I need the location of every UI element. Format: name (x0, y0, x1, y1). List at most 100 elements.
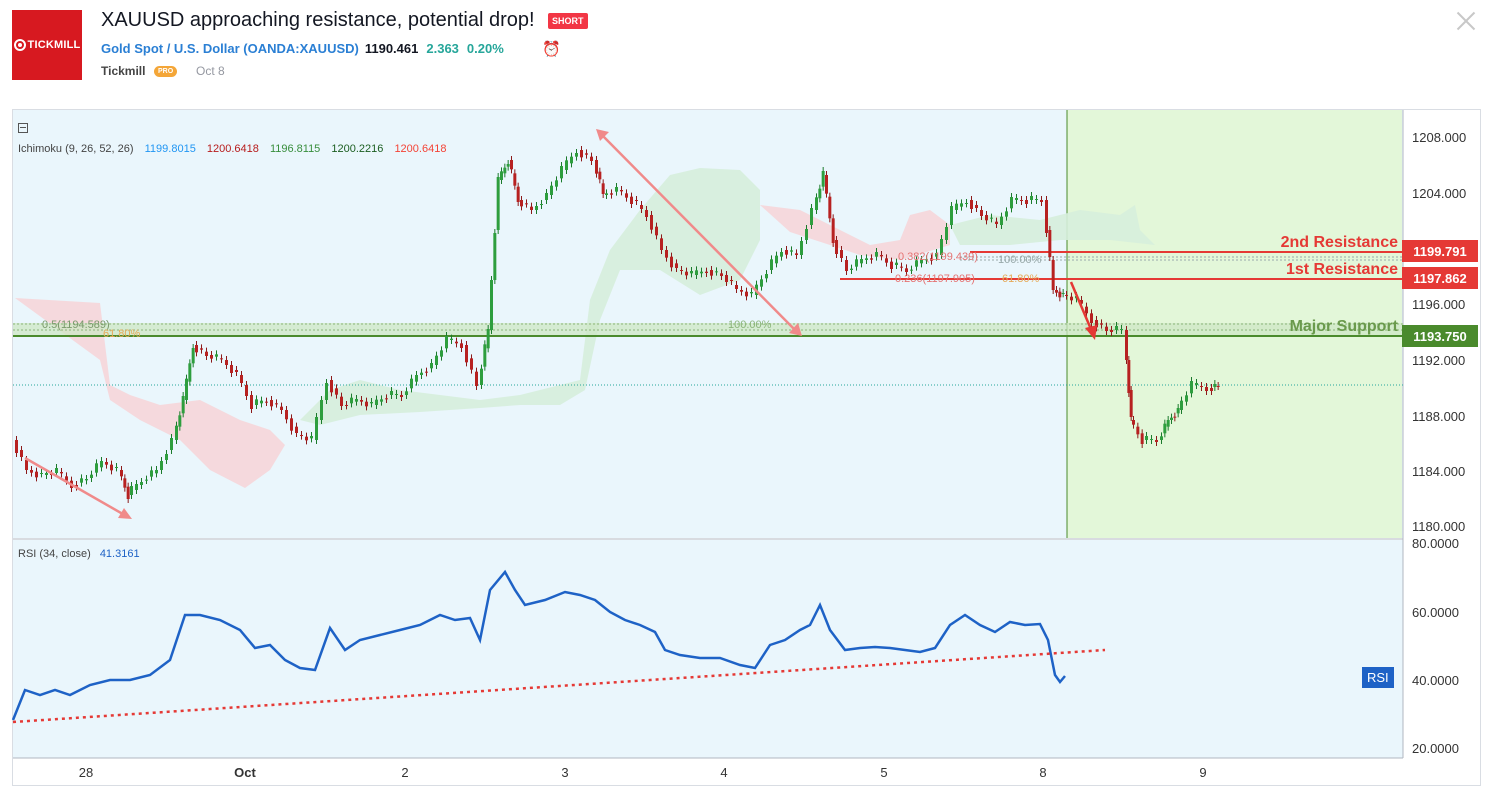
candle-body (195, 345, 198, 353)
candle-body (735, 285, 738, 289)
candle-body (390, 391, 393, 395)
candle-body (615, 187, 618, 192)
major-support-price-tag: 1193.750 (1402, 325, 1478, 347)
candle-body (25, 460, 28, 470)
symbol-open-paren: ( (239, 41, 248, 56)
time-tick-2: 2 (401, 765, 409, 780)
author-link[interactable]: Tickmill (101, 64, 146, 78)
candle-body (85, 479, 88, 481)
candle-body (310, 436, 313, 439)
candle-body (750, 292, 753, 294)
candle-body (960, 203, 963, 207)
candle-body (123, 478, 127, 488)
symbol-code-link[interactable]: OANDA:XAUUSD (247, 41, 355, 56)
chart-frame (12, 109, 1481, 786)
candle-body (835, 240, 838, 254)
candle-body (585, 153, 588, 155)
candle-body (325, 383, 328, 400)
symbol-name-link[interactable]: Gold Spot / U.S. Dollar (101, 41, 240, 56)
candle-body (630, 196, 633, 204)
candle-body (493, 233, 497, 280)
time-tick-oct: Oct (234, 765, 256, 780)
candle-body (650, 215, 653, 230)
candle-body (900, 266, 903, 268)
candle-body (780, 252, 783, 257)
candle-body (645, 210, 648, 217)
candle-body (1150, 439, 1153, 440)
candle-body (565, 160, 568, 170)
candle-body (1100, 323, 1103, 325)
candle-body (935, 253, 938, 257)
price-tick-1204: 1204.000 (1412, 186, 1467, 201)
candle-body (175, 425, 178, 440)
candle-body (1205, 387, 1208, 391)
fib-label-05: 0.5(1194.589) (42, 319, 110, 331)
rsi-tick-80: 80.0000 (1412, 536, 1459, 551)
candle-body (920, 260, 923, 264)
time-tick-28: 28 (78, 765, 94, 780)
ichimoku-value-3: 1196.8115 (269, 143, 321, 155)
candle-body (425, 371, 428, 373)
candle-body (725, 275, 728, 282)
candle-body (215, 354, 218, 357)
candle-body (165, 454, 168, 460)
candle-body (1145, 436, 1148, 440)
candle-body (30, 470, 33, 473)
candle-body (1051, 260, 1055, 290)
candle-body (598, 171, 602, 180)
alarm-clock-icon[interactable]: ⏰ (542, 41, 561, 58)
candle-body (460, 343, 463, 348)
candle-body (640, 205, 643, 209)
candle-body (178, 415, 182, 427)
rsi-trendline (12, 648, 1106, 724)
candle-body (210, 355, 213, 359)
candle-body (625, 193, 628, 198)
candle-body (925, 259, 928, 261)
candle-body (905, 268, 908, 272)
rsi-tick-20: 20.0000 (1412, 741, 1459, 756)
ichimoku-cloud-bearish-2 (760, 205, 950, 260)
candle-body (1176, 408, 1180, 414)
candle-body (65, 476, 68, 481)
candle-body (525, 203, 528, 205)
first-resistance-price-tag: 1197.862 (1402, 267, 1478, 289)
fib-label-100-upper: 100.00% (998, 254, 1042, 266)
candle-body (1195, 383, 1198, 385)
candle-body (1129, 390, 1133, 417)
candle-body (1155, 440, 1158, 442)
major-support-label: Major Support (1289, 318, 1398, 335)
candle-body (1213, 384, 1217, 387)
candle-body (516, 186, 520, 202)
candle-body (1140, 433, 1144, 444)
candle-body (530, 206, 533, 210)
candle-body (800, 241, 803, 255)
candle-body (305, 436, 308, 441)
candle-body (450, 338, 453, 340)
candle-body (1025, 200, 1028, 204)
candle-body (320, 400, 323, 420)
price-change: 2.363 (426, 41, 459, 56)
candle-body (1110, 330, 1113, 332)
candle-body (483, 344, 487, 367)
candle-body (620, 190, 623, 192)
candle-body (1070, 296, 1073, 301)
price-tick-1192: 1192.000 (1412, 353, 1466, 368)
candle-body (680, 270, 683, 271)
candle-body (880, 255, 883, 257)
candle-body (225, 360, 228, 365)
ichimoku-value-2: 1200.6418 (206, 143, 259, 155)
tickmill-logo: TICKMILL (12, 10, 82, 80)
collapse-legend-icon[interactable] (18, 123, 28, 133)
candle-body (1210, 388, 1213, 391)
candle-body (126, 486, 130, 499)
ichimoku-legend: Ichimoku (9, 26, 52, 26) 1199.8015 1200.… (18, 143, 454, 155)
candle-body (1035, 199, 1038, 200)
candle-body (1120, 329, 1123, 330)
candle-body (545, 193, 548, 200)
fib-label-0382: 0.382(1199.439) (898, 251, 978, 263)
ichimoku-cloud-bullish-1 (300, 168, 760, 425)
candle-body (1180, 400, 1183, 410)
candle-body (675, 263, 678, 268)
candle-body (335, 388, 338, 395)
